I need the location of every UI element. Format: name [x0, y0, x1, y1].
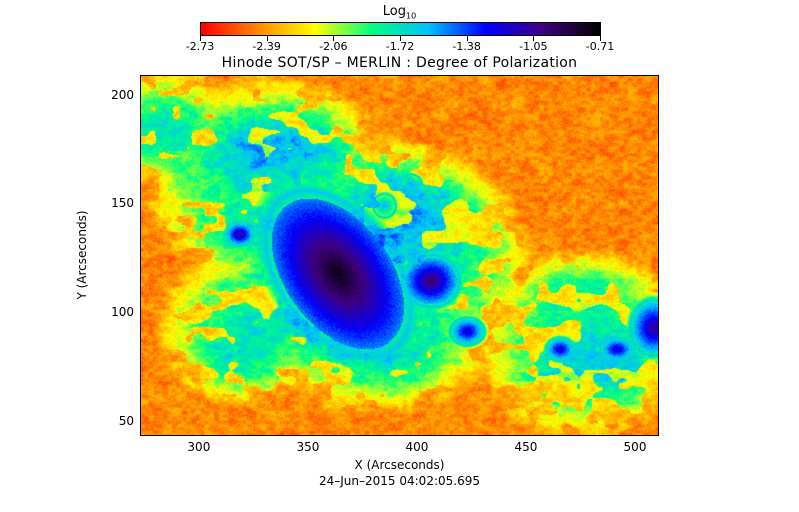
colorbar-tick-label: -2.73 [185, 40, 215, 53]
colorbar-title-text: Log [382, 4, 407, 19]
y-axis: 50 100 150 200 [100, 75, 140, 436]
colorbar-tick [466, 36, 468, 41]
x-tick-label: 500 [623, 440, 647, 454]
y-tick-label: 50 [118, 413, 134, 428]
colorbar-ticks: -2.73 -2.39 -2.06 -1.72 -1.38 -1.05 -0.71 [186, 36, 614, 54]
y-tick-label: 150 [111, 196, 134, 211]
plot-title: Hinode SOT/SP – MERLIN : Degree of Polar… [221, 55, 578, 71]
y-tick-label: 100 [111, 305, 134, 320]
colorbar-tick-label: -0.71 [585, 40, 615, 53]
x-tick-label: 350 [296, 440, 320, 454]
polarization-map-frame [140, 75, 659, 436]
colorbar-tick-label: -2.06 [319, 40, 348, 53]
timestamp: 24–Jun–2015 04:02:05.695 [319, 474, 480, 488]
colorbar-tick [200, 36, 201, 41]
x-axis: 300 350 400 450 500 [140, 436, 659, 456]
colorbar-tick-label: -1.72 [385, 40, 415, 53]
colorbar-tick [400, 36, 401, 41]
colorbar-tick [533, 36, 535, 41]
x-tick-label: 300 [187, 440, 211, 454]
colorbar-title-subscript: 10 [406, 11, 417, 21]
polarization-map-image [141, 76, 658, 435]
colorbar-title: Log10 [0, 4, 799, 21]
colorbar [200, 22, 601, 36]
colorbar-tick-label: -1.38 [452, 40, 481, 53]
colorbar-tick [600, 36, 601, 41]
colorbar-tick-label: -2.39 [252, 40, 281, 53]
y-tick-label: 200 [111, 87, 134, 102]
x-axis-label: X (Arcseconds) [354, 458, 445, 472]
x-tick-label: 450 [514, 440, 538, 454]
colorbar-tick [266, 36, 268, 41]
y-axis-label: Y (Arcseconds) [75, 210, 89, 300]
colorbar-tick-label: -1.05 [519, 40, 548, 53]
colorbar-tick [333, 36, 335, 41]
x-tick-label: 400 [405, 440, 429, 454]
